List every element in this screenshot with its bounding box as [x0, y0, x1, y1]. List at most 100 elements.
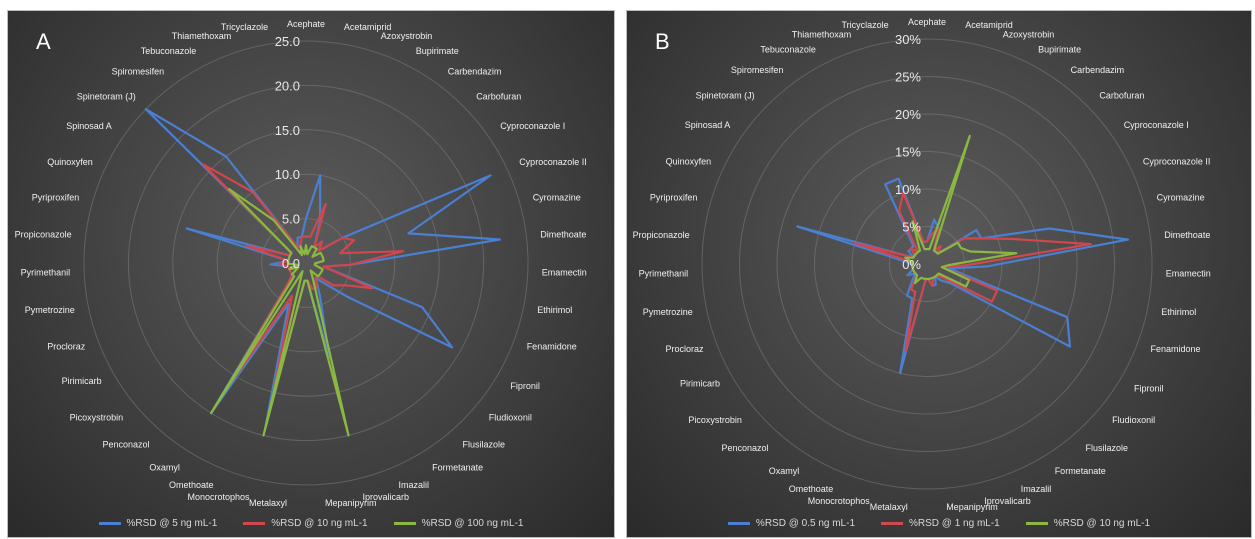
chart-panel-a: 0.0 5.0 10.0 15.0 20.0 25.0 Acephate Acetamipri… — [7, 10, 615, 538]
category-label: Omethoate — [169, 480, 214, 490]
category-label: Thiamethoxam — [172, 31, 232, 41]
category-label: Acetamiprid — [965, 20, 1013, 30]
category-label: Fludioxonil — [1112, 415, 1155, 425]
category-label: Cyromazine — [533, 192, 581, 202]
category-label: Picoxystrobin — [688, 415, 742, 425]
category-label: Tebuconazole — [760, 44, 816, 54]
category-label: Fludioxonil — [489, 412, 532, 422]
category-label: Acephate — [908, 17, 946, 27]
category-label: Carbendazim — [448, 66, 502, 76]
grid-ring — [776, 113, 1078, 415]
category-label: Spinosad A — [66, 121, 112, 131]
category-label: Quinoxyfen — [666, 157, 712, 167]
category-label: Acephate — [287, 19, 325, 29]
legend-swatch-green — [1025, 522, 1048, 525]
category-label: Fenamidone — [527, 342, 577, 352]
category-label: Metalaxyl — [249, 498, 287, 508]
category-label: Iprovalicarb — [984, 496, 1031, 506]
category-label: Cyproconazole II — [519, 157, 587, 167]
tick-label: 5.0 — [282, 212, 300, 227]
category-label: Picoxystrobin — [70, 412, 124, 422]
grid-ring — [739, 76, 1115, 452]
legend-swatch-red — [881, 522, 903, 525]
legend-a: %RSD @ 5 ng mL-1 %RSD @ 10 ng mL-1 %RSD … — [8, 518, 614, 529]
category-label: Fipronil — [510, 381, 540, 391]
category-label: Pyriproxifen — [650, 193, 698, 203]
series-line-3 — [904, 134, 1018, 288]
category-label: Fipronil — [1134, 384, 1164, 394]
category-label: Pymetrozine — [25, 305, 75, 315]
tick-label: 10% — [895, 182, 921, 197]
category-label: Thiamethoxam — [792, 29, 852, 39]
tick-label: 15.0 — [275, 123, 300, 138]
radar-chart-a: 0.0 5.0 10.0 15.0 20.0 25.0 Acephate Acetamipri… — [15, 19, 587, 508]
category-label: Formetanate — [1055, 466, 1106, 476]
grid-ring — [814, 151, 1040, 377]
category-label: Imazalil — [1021, 484, 1052, 494]
category-label: Bupirimate — [416, 46, 459, 56]
category-label: Omethoate — [789, 484, 834, 494]
legend-label: %RSD @ 10 ng mL-1 — [1053, 518, 1151, 529]
category-label: Pyrimethanil — [639, 269, 689, 279]
category-label: Procloraz — [665, 344, 704, 354]
tick-label: 20.0 — [275, 78, 300, 93]
radar-chart-b: 0% 5% 10% 15% 20% 25% 30% Acephate AcetamipridAz… — [633, 17, 1211, 512]
category-label: Pirimicarb — [680, 379, 720, 389]
category-label: Tricyclazole — [221, 22, 268, 32]
category-label: Tricyclazole — [842, 20, 889, 30]
legend-item: %RSD @ 1 ng mL-1 — [881, 518, 1000, 529]
category-label: Iprovalicarb — [363, 492, 410, 502]
category-label: Azoxystrobin — [381, 31, 433, 41]
category-label: Emamectin — [542, 268, 587, 278]
category-label: Bupirimate — [1038, 44, 1081, 54]
legend-label: %RSD @ 0.5 ng mL-1 — [755, 518, 855, 529]
category-label: Fenamidone — [1151, 344, 1201, 354]
grid-ring — [172, 129, 440, 397]
legend-item: %RSD @ 10 ng mL-1 — [1025, 518, 1151, 529]
category-label: Cyproconazole I — [1124, 120, 1189, 130]
category-label: Spinetoram (J) — [696, 90, 755, 100]
category-label: Penconazol — [721, 443, 768, 453]
legend-label: %RSD @ 100 ng mL-1 — [421, 518, 524, 529]
grid-ring — [889, 226, 965, 302]
category-label: Spinosad A — [685, 120, 731, 130]
panel-label-a: A — [36, 29, 51, 54]
grid-ring — [701, 38, 1153, 490]
tick-label: 5% — [902, 220, 921, 235]
series-line-1 — [144, 108, 501, 428]
category-label: Cyromazine — [1157, 193, 1205, 203]
category-label: Ethirimol — [1161, 307, 1196, 317]
category-label: Imazalil — [399, 480, 430, 490]
category-label: Cyproconazole I — [500, 121, 565, 131]
category-label: Carbofuran — [476, 92, 521, 102]
category-label: Penconazol — [102, 440, 149, 450]
legend-swatch-red — [243, 522, 266, 525]
legend-label: %RSD @ 10 ng mL-1 — [271, 518, 368, 529]
category-label: Pyriproxifen — [32, 192, 80, 202]
category-label: Oxamyl — [149, 463, 180, 473]
category-label: Flusilazole — [1086, 443, 1129, 453]
category-label: Pirimicarb — [62, 376, 102, 386]
panel-label-b: B — [655, 29, 670, 54]
category-label: Pymetrozine — [643, 307, 693, 317]
category-label: Monocrotophos — [187, 492, 250, 502]
grid-ring — [216, 173, 396, 353]
category-label: Monocrotophos — [808, 496, 871, 506]
legend-label: %RSD @ 1 ng mL-1 — [909, 518, 1000, 529]
category-label: Cyproconazole II — [1143, 157, 1211, 167]
tick-label: 30% — [895, 32, 921, 47]
category-label: Metalaxyl — [870, 502, 908, 512]
series-line-3 — [210, 188, 350, 437]
tick-label: 0% — [902, 257, 921, 272]
category-label: Spinetoram (J) — [77, 92, 136, 102]
tick-label: 15% — [895, 145, 921, 160]
grid-ring — [83, 40, 529, 486]
legend-item: %RSD @ 10 ng mL-1 — [243, 518, 368, 529]
category-label: Dimethoate — [540, 230, 586, 240]
tick-label: 20% — [895, 107, 921, 122]
category-label: Carbendazim — [1071, 65, 1125, 75]
category-label: Propiconazole — [633, 230, 690, 240]
category-label: Spiromesifen — [731, 65, 784, 75]
category-label: Azoxystrobin — [1003, 29, 1055, 39]
category-label: Dimethoate — [1164, 230, 1210, 240]
